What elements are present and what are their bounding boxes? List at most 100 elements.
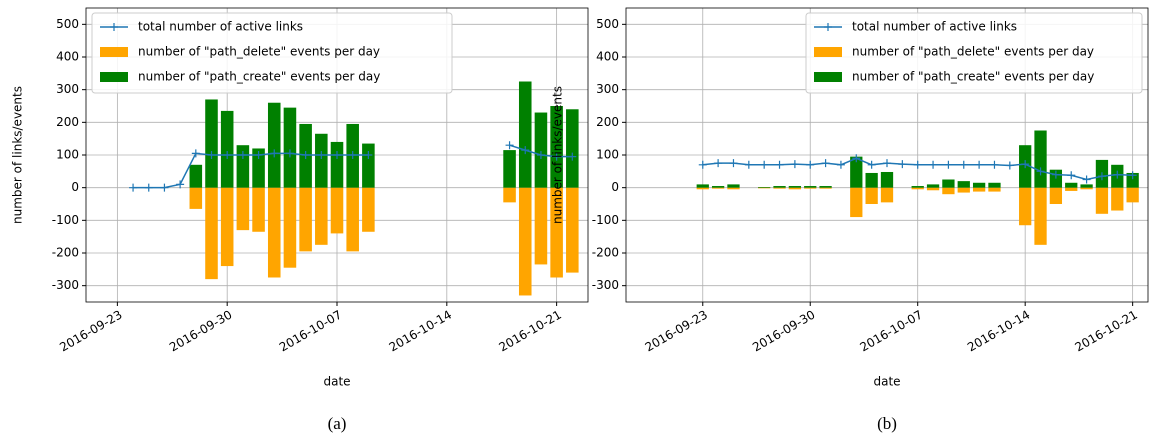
bar (850, 156, 863, 188)
y-tick-label: 500 (596, 17, 619, 31)
bar (1019, 187, 1032, 226)
marker (536, 151, 545, 159)
marker (238, 151, 247, 159)
marker (160, 183, 169, 192)
legend: total number of active links number of "p… (91, 12, 453, 94)
marker (505, 141, 514, 150)
legend-box (805, 12, 1143, 94)
y-tick-label: -200 (592, 246, 619, 260)
marker (270, 149, 279, 158)
marker (1067, 171, 1076, 180)
y-tick-label: -300 (52, 278, 79, 292)
bar (727, 184, 740, 188)
bar (942, 179, 955, 188)
y-tick-label: 400 (56, 50, 79, 64)
bar (346, 187, 359, 252)
marker (1128, 171, 1137, 180)
marker (760, 160, 769, 169)
bar (711, 187, 725, 189)
marker (207, 151, 216, 159)
bar (283, 107, 297, 188)
bar (236, 145, 250, 188)
y-tick-label: 300 (56, 82, 79, 96)
bar (1065, 182, 1078, 188)
bar (315, 187, 328, 245)
bar (819, 186, 832, 188)
y-axis-label: number of links/events (551, 86, 565, 224)
marker (1051, 170, 1060, 179)
bar (189, 164, 203, 188)
marker (521, 146, 530, 155)
bar (330, 187, 344, 234)
bar (880, 171, 894, 188)
bar (804, 186, 817, 188)
bar (758, 187, 771, 189)
x-tick-label: 2016-09-30 (167, 308, 234, 355)
bar (1095, 187, 1109, 214)
legend-marker (824, 23, 832, 31)
y-tick-label: -200 (52, 246, 79, 260)
marker (552, 152, 561, 161)
marker (790, 160, 799, 169)
caption: (b) (877, 414, 897, 433)
bar (220, 187, 234, 267)
y-tick-label: 100 (596, 148, 619, 162)
bar (236, 187, 250, 231)
marker (929, 160, 938, 169)
marker (975, 160, 984, 169)
bar (362, 143, 375, 188)
bar (220, 110, 234, 188)
marker (944, 160, 953, 169)
legend-label: number of "path_create" events per day (138, 70, 380, 84)
marker (836, 160, 845, 169)
bar (1080, 184, 1093, 188)
bar (957, 187, 970, 193)
bar (566, 187, 579, 273)
bar (1111, 187, 1124, 211)
bar (880, 187, 894, 203)
y-tick-label: 100 (56, 148, 79, 162)
x-tick-label: 2016-09-23 (643, 308, 710, 355)
marker (191, 149, 200, 158)
x-tick-label: 2016-10-14 (387, 308, 454, 355)
marker (729, 159, 738, 168)
legend-label: number of "path_delete" events per day (138, 45, 380, 59)
legend-swatch (100, 72, 128, 82)
bar (299, 187, 312, 252)
marker (333, 151, 341, 159)
bar (283, 187, 297, 268)
legend-marker (110, 23, 118, 31)
bar (1126, 172, 1139, 188)
bar (819, 187, 832, 189)
bar (1126, 187, 1139, 203)
x-axis-label: date (323, 375, 350, 389)
legend-label: number of "path_delete" events per day (852, 45, 1094, 59)
marker (129, 183, 138, 192)
marker (852, 154, 861, 163)
y-tick-label: 200 (56, 115, 79, 129)
legend: total number of active links number of "p… (805, 12, 1143, 94)
bar (550, 187, 563, 278)
bar (518, 81, 532, 188)
marker (821, 159, 830, 168)
bar (252, 187, 265, 232)
marker (775, 160, 784, 169)
bar (330, 141, 344, 188)
plot-frame (625, 7, 1149, 303)
bar (988, 182, 1001, 188)
legend-label: total number of active links (852, 20, 1017, 34)
marker (898, 160, 907, 169)
bar (315, 133, 328, 188)
bar (1049, 187, 1063, 204)
bar (566, 109, 579, 188)
bar (267, 187, 281, 278)
marker (883, 159, 891, 168)
marker (744, 160, 753, 169)
x-axis-label: date (873, 375, 900, 389)
bar (550, 106, 563, 188)
legend-label: total number of active links (138, 20, 303, 34)
bar (957, 181, 970, 188)
x-tick-label: 2016-10-21 (1072, 308, 1139, 355)
bar (972, 182, 986, 188)
